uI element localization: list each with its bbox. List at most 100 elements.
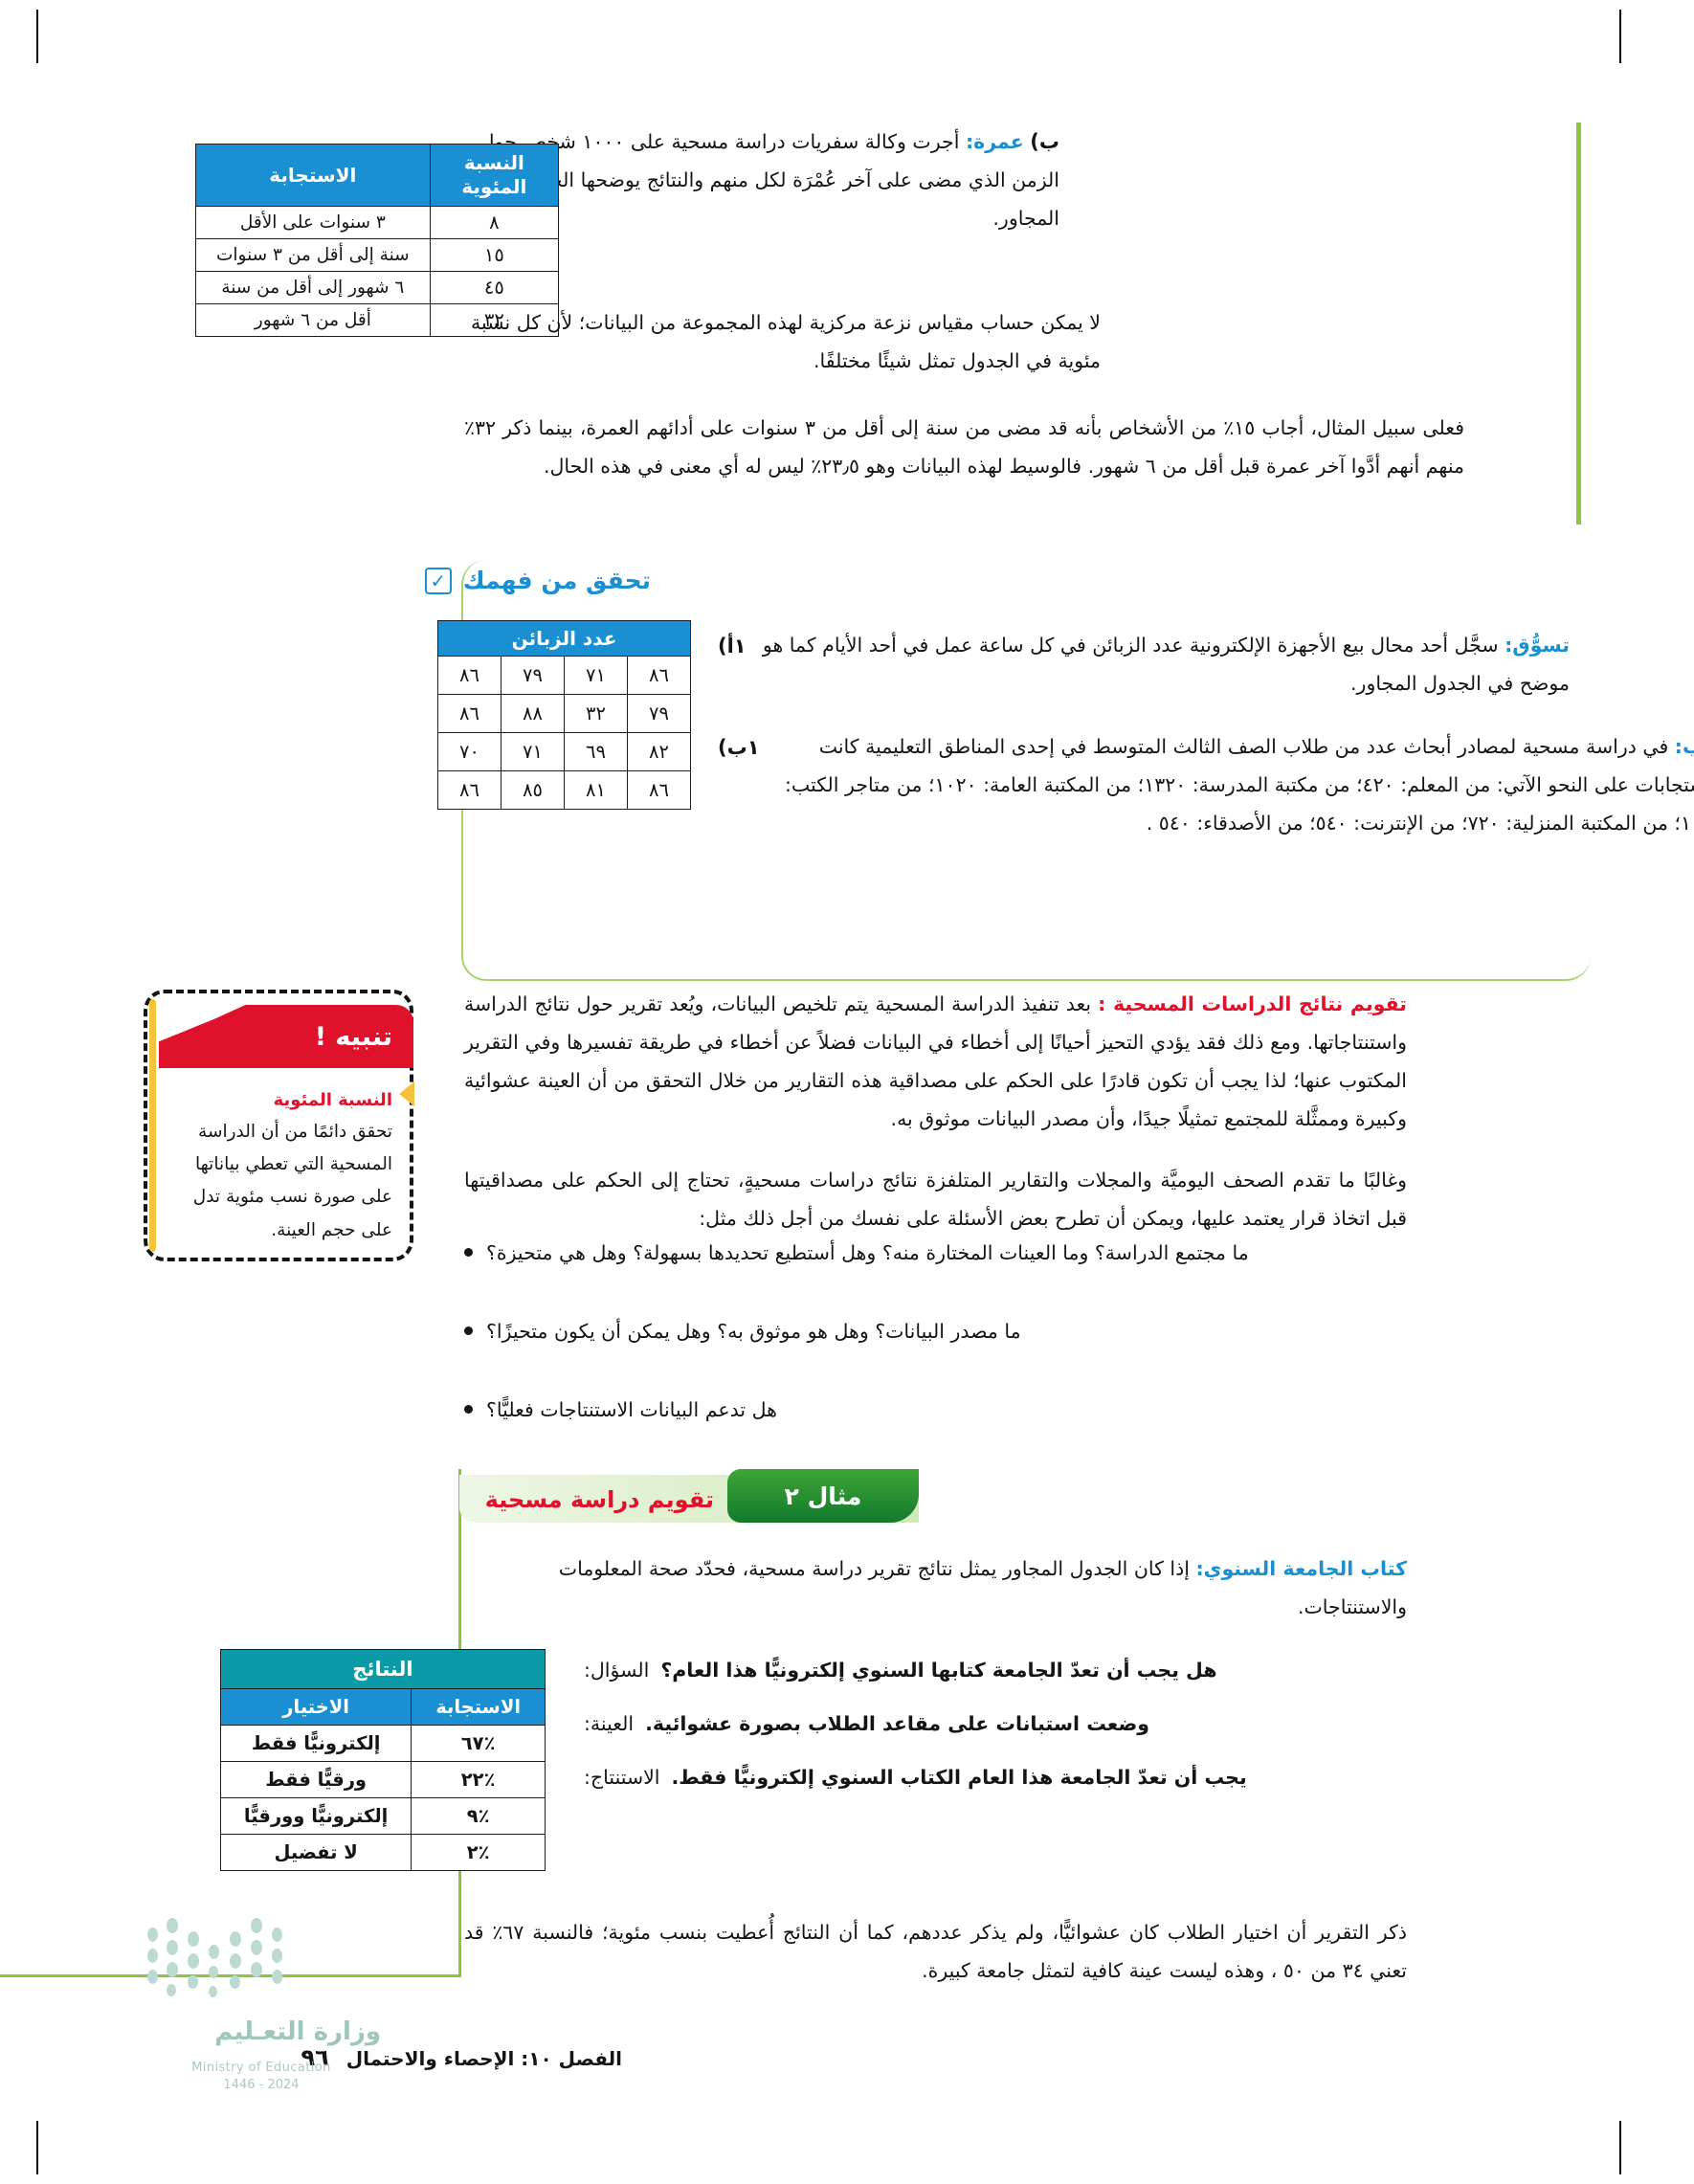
table2-cell: ٧٩ [627, 694, 691, 733]
tip-subtitle: النسبة المئوية [273, 1090, 392, 1110]
bullet-dot-icon [464, 1326, 473, 1335]
example2-qa-key: العينة: [584, 1711, 635, 1735]
list-item: ما مجتمع الدراسة؟ وما العينات المختارة م… [464, 1235, 1407, 1273]
tip-arrow-icon [399, 1081, 414, 1106]
crop-mark-bottom-left [36, 2121, 38, 2174]
table3-response: ٪٦٧ [411, 1725, 546, 1762]
example2-qa-row: العينة: وضعت استبانات على مقاعد الطلاب ب… [584, 1705, 1407, 1744]
table-row: ٪٩ إلكترونيًّا وورقيًّا [219, 1797, 546, 1835]
table1-response: أقل من ٦ شهور [195, 303, 431, 337]
question-body: تسوُّق: سجَّل أحد محال بيع الأجهزة الإلك… [756, 627, 1570, 703]
evaluation-heading: تقويم نتائج الدراسات المسحية : [1098, 992, 1407, 1015]
table2-cell: ٨٦ [627, 770, 691, 810]
table1-header-percent: النسبة المئوية [429, 144, 560, 207]
table2-cell: ٨٦ [437, 694, 502, 733]
check-questions-list: ١أ) تسوُّق: سجَّل أحد محال بيع الأجهزة ا… [718, 627, 1694, 868]
table3-choice: إلكترونيًّا وورقيًّا [219, 1797, 412, 1835]
example2-keyword: كتاب الجامعة السنوي: [1195, 1557, 1407, 1580]
results-table-wrapper: النتائج الاستجابة الاختيار ٪٦٧ إلكترونيً… [219, 1649, 546, 1871]
table2-cell: ٧١ [501, 732, 565, 771]
evaluation-paragraph-1: تقويم نتائج الدراسات المسحية : بعد تنفيذ… [464, 986, 1407, 1139]
bullet-dot-icon [464, 1248, 473, 1257]
list-item: هل تدعم البيانات الاستنتاجات فعليًّا؟ [464, 1392, 1407, 1430]
table2-cell: ٧١ [564, 656, 628, 695]
table1-pct: ٤٥ [429, 271, 560, 304]
table2-cell: ٦٩ [564, 732, 628, 771]
example2-qa-value: يجب أن تعدّ الجامعة هذا العام الكتاب الس… [671, 1765, 1247, 1789]
table1-pct: ١٥ [429, 238, 560, 272]
section-b-paragraph-2: لا يمكن حساب مقياس نزعة مركزية لهذه المج… [471, 311, 1101, 372]
survey-percent-table-wrapper: النسبة المئوية الاستجابة ٨ ٣ سنوات على ا… [195, 144, 560, 337]
question-text: سجَّل أحد محال بيع الأجهزة الإلكترونية ع… [762, 634, 1570, 695]
evaluation-text-1: بعد تنفيذ الدراسة المسحية يتم تلخيص البي… [464, 992, 1407, 1130]
customers-table-wrapper: عدد الزبائن ٨٦ ٧١ ٧٩ ٨٦ ٧٩ ٣٢ ٨٨ ٨٦ ٨٢ [437, 620, 691, 810]
question-number: ١ب) [718, 735, 760, 759]
question-keyword: كتب: [1674, 734, 1694, 758]
example2-qa-row: الاستنتاج: يجب أن تعدّ الجامعة هذا العام… [584, 1759, 1407, 1797]
table1-response: سنة إلى أقل من ٣ سنوات [195, 238, 431, 272]
table3-choice: ورقيًّا فقط [219, 1761, 412, 1798]
table-row: ٨٦ ٨١ ٨٥ ٨٦ [437, 770, 691, 810]
section-b-paragraph-3: فعلى سبيل المثال، أجاب ١٥٪ من الأشخاص بأ… [464, 416, 1464, 478]
table-header-row: النسبة المئوية الاستجابة [195, 144, 560, 207]
table2-cell: ٨٢ [627, 732, 691, 771]
evaluation-paragraph-2: وغالبًا ما تقدم الصحف اليوميَّة والمجلات… [464, 1168, 1407, 1230]
table2-cell: ٨٥ [501, 770, 565, 810]
example2-qa-value: هل يجب أن تعدّ الجامعة كتابها السنوي إلك… [660, 1658, 1217, 1682]
ministry-logo: وزارة التعـليم Ministry of Education 202… [142, 1910, 381, 2092]
table2-cell: ٧٩ [501, 656, 565, 695]
example2-intro-text: إذا كان الجدول المجاور يمثل نتائج تقرير … [558, 1557, 1407, 1618]
check-understanding-header: ✓ تحقق من فهمك [424, 567, 651, 594]
section-b-keyword: عمرة: [965, 130, 1024, 153]
table-row: ٪٦٧ إلكترونيًّا فقط [219, 1725, 546, 1762]
chapter-label: الفصل ١٠: الإحصاء والاحتمال [345, 2047, 622, 2071]
table-row: ٪٢ لا تفضيل [219, 1834, 546, 1871]
tip-header-wrapper: تنبيه ! [151, 997, 413, 1070]
table-row: ٨ ٣ سنوات على الأقل [195, 206, 560, 239]
table-row: ٤٥ ٦ شهور إلى أقل من سنة [195, 271, 560, 304]
evaluation-section: تقويم نتائج الدراسات المسحية : بعد تنفيذ… [464, 986, 1407, 1261]
table-header-row: عدد الزبائن [437, 620, 691, 657]
bullet-dot-icon [464, 1404, 473, 1414]
tip-text: تحقق دائمًا من أن الدراسة المسحية التي ت… [192, 1122, 392, 1240]
section-b-text: أجرت وكالة سفريات دراسة مسحية على ١٠٠٠ ش… [479, 130, 1059, 230]
example2-label: مثال ٢ [727, 1469, 919, 1523]
section-b-marker: ب) [1030, 130, 1059, 153]
table3-header-choice: الاختيار [219, 1688, 412, 1726]
table1-response: ٣ سنوات على الأقل [195, 206, 431, 239]
list-item: ما مصدر البيانات؟ وهل هو موثوق به؟ وهل ي… [464, 1313, 1407, 1351]
table3-response: ٪٢٢ [411, 1761, 546, 1798]
survey-percent-table: النسبة المئوية الاستجابة ٨ ٣ سنوات على ا… [195, 144, 560, 337]
table-row: ١٥ سنة إلى أقل من ٣ سنوات [195, 238, 560, 272]
table3-response: ٪٩ [411, 1797, 546, 1835]
example2-body: كتاب الجامعة السنوي: إذا كان الجدول المج… [464, 1550, 1407, 1813]
section-b-paragraph: ب) عمرة: أجرت وكالة سفريات دراسة مسحية ع… [476, 123, 1059, 238]
table3-response: ٪٢ [411, 1834, 546, 1871]
table2-header: عدد الزبائن [437, 620, 691, 657]
question-body: كتب: في دراسة مسحية لمصادر أبحاث عدد من … [769, 728, 1694, 843]
example2-closing-text: ذكر التقرير أن اختيار الطلاب كان عشوائيً… [464, 1921, 1407, 1982]
tip-callout-box: تنبيه ! النسبة المئوية تحقق دائمًا من أن… [144, 990, 414, 1261]
question-number: ١أ) [718, 635, 747, 657]
table-row: ٨٦ ٧١ ٧٩ ٨٦ [437, 656, 691, 695]
table-row: ٣٢ أقل من ٦ شهور [195, 303, 560, 337]
example2-banner: مثال ٢ تقويم دراسة مسحية [459, 1469, 919, 1523]
crop-mark-top-right [1619, 10, 1621, 63]
ministry-logo-name: وزارة التعـليم [214, 2017, 381, 2047]
example2-qa-row: السؤال: هل يجب أن تعدّ الجامعة كتابها ال… [584, 1652, 1407, 1690]
check-understanding-title: تحقق من فهمك [462, 567, 651, 594]
results-table: النتائج الاستجابة الاختيار ٪٦٧ إلكترونيً… [219, 1649, 546, 1871]
example2-qa-value: وضعت استبانات على مقاعد الطلاب بصورة عشو… [645, 1711, 1150, 1735]
customers-count-table: عدد الزبائن ٨٦ ٧١ ٧٩ ٨٦ ٧٩ ٣٢ ٨٨ ٨٦ ٨٢ [437, 620, 691, 810]
example2-qa-key: الاستنتاج: [584, 1765, 660, 1789]
evaluation-bullets: ما مجتمع الدراسة؟ وما العينات المختارة م… [464, 1235, 1407, 1470]
table2-cell: ٨١ [564, 770, 628, 810]
section-b: ب) عمرة: أجرت وكالة سفريات دراسة مسحية ع… [476, 123, 1581, 238]
table2-cell: ٨٨ [501, 694, 565, 733]
table-header-row: الاستجابة الاختيار [219, 1688, 546, 1726]
table-row: ٧٩ ٣٢ ٨٨ ٨٦ [437, 694, 691, 733]
bullet-text: هل تدعم البيانات الاستنتاجات فعليًّا؟ [486, 1397, 777, 1421]
table-row: ٪٢٢ ورقيًّا فقط [219, 1761, 546, 1798]
table1-pct: ٣٢ [429, 303, 560, 337]
page-footer: ٩٦ الفصل ١٠: الإحصاء والاحتمال [301, 2036, 622, 2081]
